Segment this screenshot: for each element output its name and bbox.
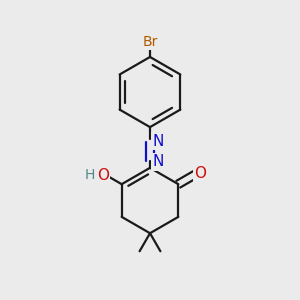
Text: O: O [194,166,206,181]
Text: Br: Br [142,34,158,49]
Text: N: N [153,154,164,169]
Text: O: O [97,168,109,183]
Text: N: N [153,134,164,148]
Text: H: H [84,168,95,182]
